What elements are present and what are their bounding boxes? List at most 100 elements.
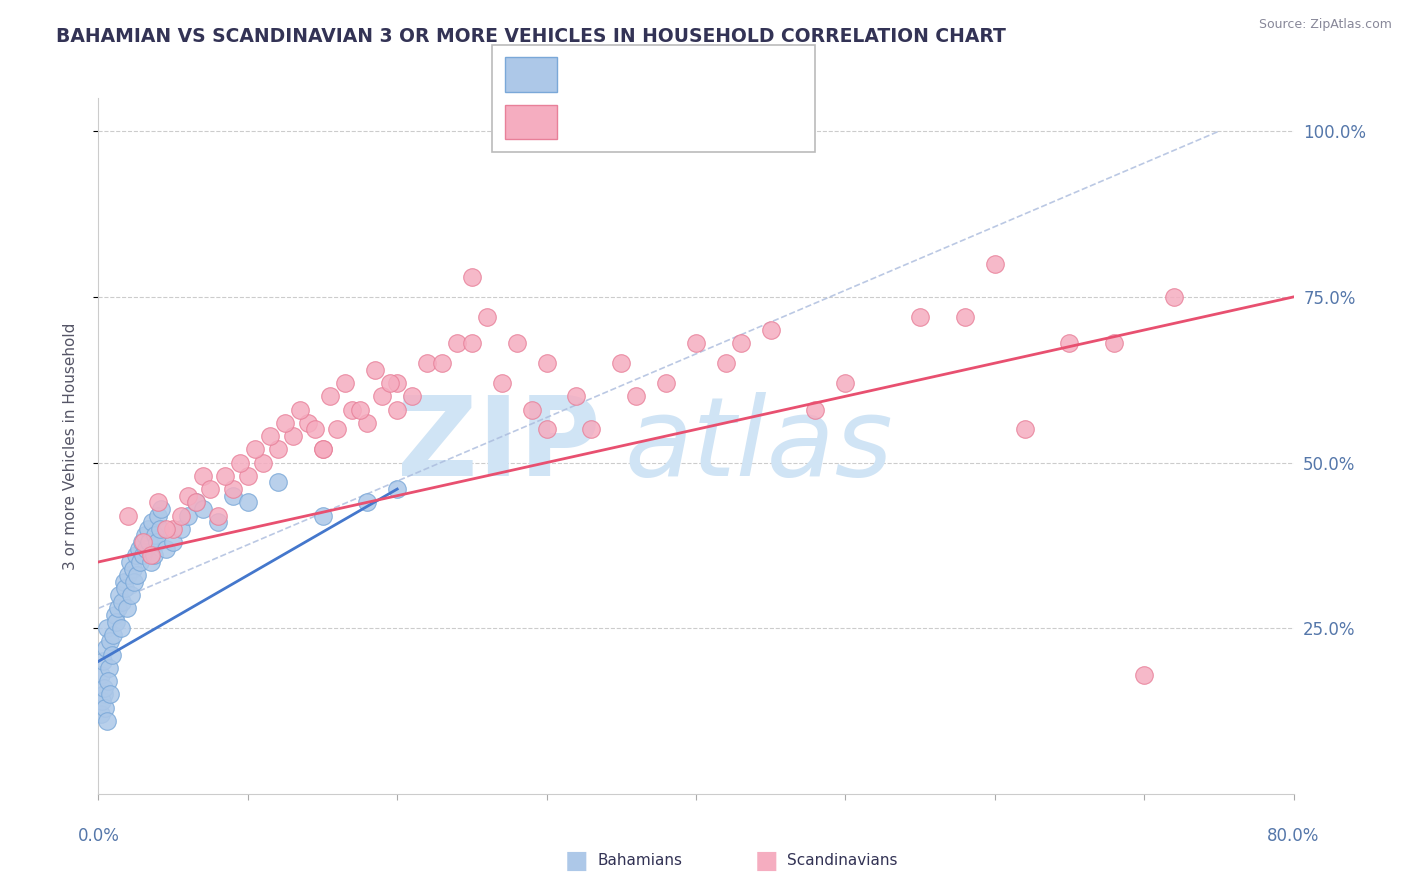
Point xyxy=(311,508,333,523)
Point xyxy=(150,502,173,516)
Point xyxy=(520,402,543,417)
Text: BAHAMIAN VS SCANDINAVIAN 3 OR MORE VEHICLES IN HOUSEHOLD CORRELATION CHART: BAHAMIAN VS SCANDINAVIAN 3 OR MORE VEHIC… xyxy=(56,27,1007,45)
Y-axis label: 3 or more Vehicles in Household: 3 or more Vehicles in Household xyxy=(63,322,77,570)
Point xyxy=(110,621,132,635)
Point xyxy=(96,714,118,728)
Point xyxy=(184,495,207,509)
Point xyxy=(759,323,782,337)
Point xyxy=(111,595,134,609)
Point xyxy=(685,336,707,351)
Point xyxy=(1163,290,1185,304)
Point xyxy=(131,535,153,549)
Point xyxy=(714,356,737,370)
Point xyxy=(120,588,142,602)
Point xyxy=(222,489,245,503)
Point xyxy=(124,574,146,589)
Point xyxy=(222,482,245,496)
Point xyxy=(91,694,114,708)
Point xyxy=(98,688,121,702)
Text: R =  0.409: R = 0.409 xyxy=(569,111,673,128)
Point xyxy=(90,707,112,722)
Point xyxy=(506,336,529,351)
Point xyxy=(342,402,364,417)
Point xyxy=(311,442,333,457)
FancyBboxPatch shape xyxy=(492,45,815,152)
Point xyxy=(297,416,319,430)
Point xyxy=(267,475,290,490)
Point xyxy=(97,661,120,675)
Text: ■: ■ xyxy=(755,849,778,872)
Point xyxy=(93,688,115,702)
Point xyxy=(184,495,207,509)
Point xyxy=(401,389,423,403)
Point xyxy=(274,416,297,430)
Text: ZIP: ZIP xyxy=(396,392,600,500)
Point xyxy=(127,568,149,582)
Point xyxy=(311,442,333,457)
Point xyxy=(177,508,200,523)
Point xyxy=(191,502,214,516)
Point xyxy=(349,402,371,417)
Point xyxy=(129,555,152,569)
Point xyxy=(304,422,326,436)
Point xyxy=(125,549,148,563)
Point xyxy=(162,522,184,536)
Point xyxy=(91,654,114,668)
Point xyxy=(134,528,156,542)
Point xyxy=(177,489,200,503)
Point xyxy=(169,508,191,523)
Point xyxy=(132,535,155,549)
Point xyxy=(430,356,453,370)
Point xyxy=(655,376,678,390)
Point xyxy=(138,535,160,549)
Point xyxy=(536,356,558,370)
Point xyxy=(446,336,468,351)
Point xyxy=(117,568,139,582)
Point xyxy=(385,402,409,417)
Point xyxy=(132,549,155,563)
Point xyxy=(169,522,191,536)
Point xyxy=(191,468,214,483)
Point xyxy=(259,429,281,443)
Point xyxy=(356,495,378,509)
Point xyxy=(385,376,409,390)
Point xyxy=(94,700,117,714)
Bar xyxy=(505,104,557,139)
Point xyxy=(416,356,439,370)
Point xyxy=(333,376,356,390)
Point xyxy=(93,681,115,695)
Point xyxy=(1133,667,1156,681)
Point xyxy=(155,522,177,536)
Point xyxy=(104,607,127,622)
Point xyxy=(267,442,290,457)
Point xyxy=(229,456,252,470)
Point xyxy=(107,601,129,615)
Point xyxy=(953,310,976,324)
Text: Source: ZipAtlas.com: Source: ZipAtlas.com xyxy=(1258,18,1392,31)
Point xyxy=(149,522,172,536)
Point xyxy=(112,574,135,589)
Point xyxy=(461,270,484,285)
Text: 80.0%: 80.0% xyxy=(1267,827,1320,845)
Point xyxy=(984,257,1007,271)
Point xyxy=(565,389,588,403)
Point xyxy=(252,456,274,470)
Point xyxy=(142,549,165,563)
Point xyxy=(319,389,342,403)
Point xyxy=(118,555,141,569)
Point xyxy=(162,535,184,549)
Point xyxy=(155,541,177,556)
Point xyxy=(378,376,401,390)
Point xyxy=(97,674,120,689)
Point xyxy=(207,508,229,523)
Point xyxy=(385,482,409,496)
Point xyxy=(581,422,603,436)
Point xyxy=(121,561,143,575)
Text: Bahamians: Bahamians xyxy=(598,854,682,868)
Text: atlas: atlas xyxy=(624,392,893,500)
Point xyxy=(356,416,378,430)
Point xyxy=(461,336,484,351)
Point xyxy=(245,442,267,457)
Point xyxy=(148,508,170,523)
Point xyxy=(536,422,558,436)
